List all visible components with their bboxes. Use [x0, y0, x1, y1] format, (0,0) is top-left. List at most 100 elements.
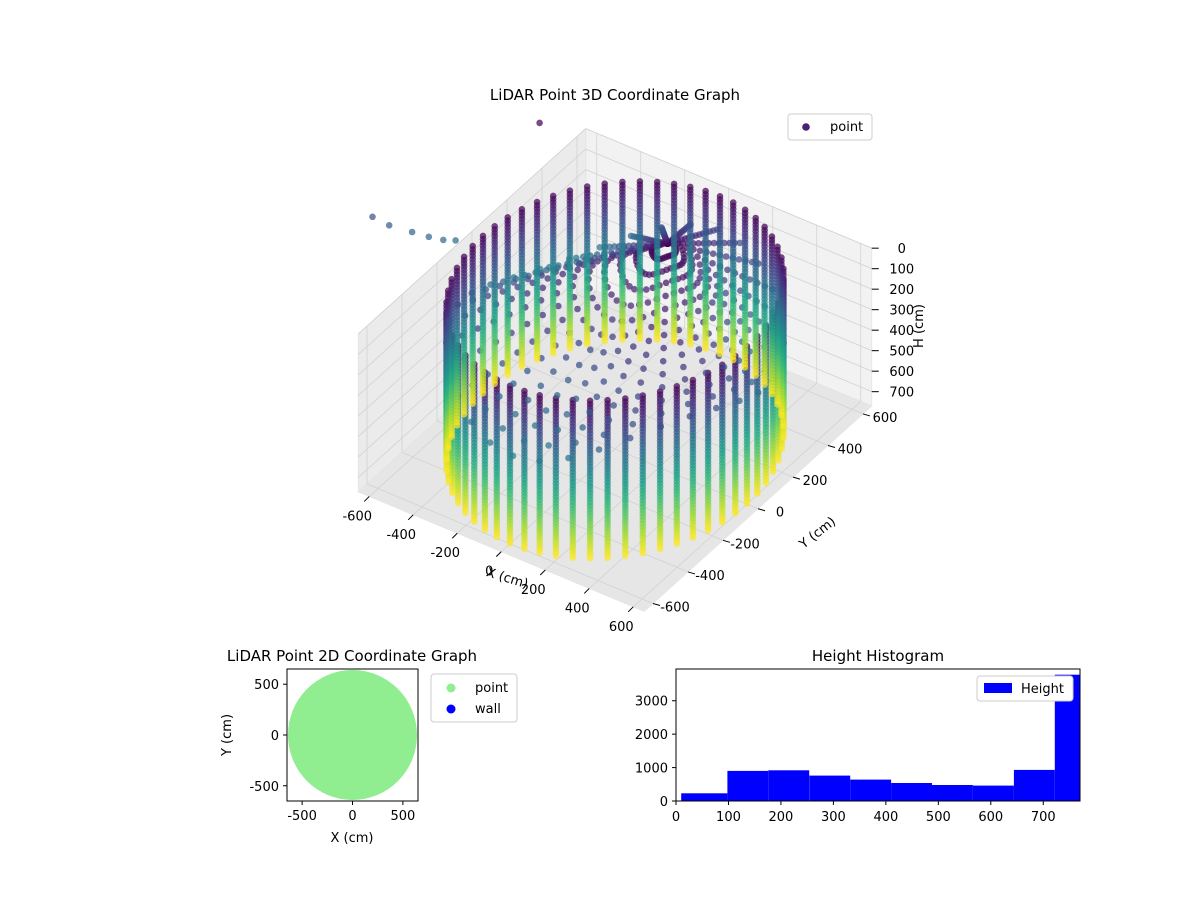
point-3d — [626, 434, 634, 442]
plot-3d: LiDAR Point 3D Coordinate Graph -600 -400… — [342, 86, 927, 635]
point-3d — [709, 299, 716, 306]
point-3d — [448, 433, 456, 440]
point-3d — [609, 316, 616, 323]
point-3d — [600, 378, 608, 385]
point-3d — [594, 304, 601, 311]
point-3d — [544, 327, 551, 335]
point-3d — [662, 279, 670, 287]
y-tick-label-3d: -600 — [660, 601, 690, 616]
histogram-bar — [768, 770, 810, 801]
point-3d — [555, 262, 562, 269]
point-3d — [559, 316, 566, 324]
plot-2d-body — [288, 670, 417, 800]
x-tick-3d — [363, 496, 370, 502]
point-3d — [704, 527, 712, 534]
point-3d — [521, 545, 528, 552]
point-3d — [634, 393, 642, 400]
point-3d — [481, 526, 489, 534]
point-3d — [575, 361, 583, 369]
plot-2d-legend-point-label: point — [475, 681, 508, 696]
point-3d — [591, 364, 598, 372]
point-3d — [645, 337, 653, 345]
point-3d — [496, 393, 503, 400]
histogram-bar — [932, 785, 973, 801]
point-3d — [562, 354, 570, 361]
point-3d — [468, 418, 475, 426]
point-3d — [626, 283, 633, 290]
grid-line — [585, 251, 872, 372]
point-3d — [762, 479, 770, 487]
point-3d — [594, 251, 601, 258]
grid-line — [585, 189, 872, 311]
point-3d — [661, 318, 668, 326]
x-tick-label-3d: 400 — [565, 601, 590, 616]
point-3d — [643, 286, 650, 293]
histogram-bar — [727, 770, 769, 801]
point-3d — [474, 325, 482, 332]
point-3d — [713, 404, 720, 412]
point-3d — [552, 552, 560, 559]
point-3d — [425, 233, 433, 241]
point-3d — [572, 439, 579, 447]
z-tick-label-3d: 600 — [889, 365, 914, 380]
point-3d — [587, 346, 594, 354]
x-tick-label-hist: 200 — [769, 810, 794, 825]
plot-2d-ylabel: Y (cm) — [220, 714, 235, 757]
point-3d — [581, 380, 589, 387]
point-3d — [687, 341, 694, 348]
point-3d — [627, 302, 635, 310]
point-3d — [574, 305, 581, 313]
y-tick-label-2d: 500 — [254, 678, 279, 693]
x-tick-label-3d: 0 — [485, 565, 493, 580]
point-3d — [754, 490, 761, 497]
point-3d — [678, 351, 686, 359]
point-3d — [510, 274, 517, 281]
x-tick-label-2d: 500 — [390, 809, 415, 824]
point-3d — [579, 424, 586, 431]
point-3d — [614, 347, 622, 355]
y-tick-label-2d: 0 — [271, 729, 279, 744]
point-3d — [683, 388, 690, 396]
point-3d — [729, 356, 737, 364]
point-3d — [569, 554, 577, 561]
plot-2d-legend-wall-label: wall — [475, 702, 501, 717]
grid-line — [357, 128, 587, 335]
point-3d — [743, 500, 751, 508]
point-3d — [555, 279, 562, 286]
point-3d — [637, 379, 645, 386]
point-3d — [524, 396, 532, 404]
point-3d — [709, 260, 716, 267]
x-tick-3d — [495, 551, 502, 557]
z-tick-label-3d: 300 — [889, 304, 914, 319]
point-3d — [549, 350, 557, 357]
point-3d — [523, 320, 531, 328]
y-tick-label-3d: 0 — [776, 506, 784, 521]
y-tick-label-3d: 600 — [873, 411, 898, 426]
point-3d — [554, 426, 562, 434]
point-3d — [595, 446, 603, 453]
point-3d — [575, 339, 583, 347]
point-3d — [629, 420, 637, 428]
point-3d — [710, 239, 718, 247]
point-3d — [539, 311, 546, 319]
point-3d — [542, 407, 550, 414]
point-3d — [536, 119, 543, 127]
point-3d — [440, 236, 447, 244]
point-3d — [661, 305, 669, 313]
point-3d — [563, 411, 571, 418]
point-3d — [722, 336, 730, 343]
point-3d — [611, 243, 618, 250]
point-3d — [564, 376, 572, 384]
point-3d — [586, 408, 593, 416]
z-tick-label-3d: 500 — [889, 345, 914, 360]
point-3d — [609, 333, 616, 341]
point-3d — [613, 297, 621, 304]
x-tick-label-2d: 0 — [348, 809, 356, 824]
point-3d — [625, 242, 633, 250]
histogram-legend-swatch — [984, 683, 1012, 693]
plot-3d-zlabel: H (cm) — [912, 304, 927, 348]
point-3d — [533, 356, 541, 363]
point-3d — [574, 266, 581, 274]
point-3d — [736, 397, 743, 405]
histogram-bar — [1013, 769, 1055, 801]
